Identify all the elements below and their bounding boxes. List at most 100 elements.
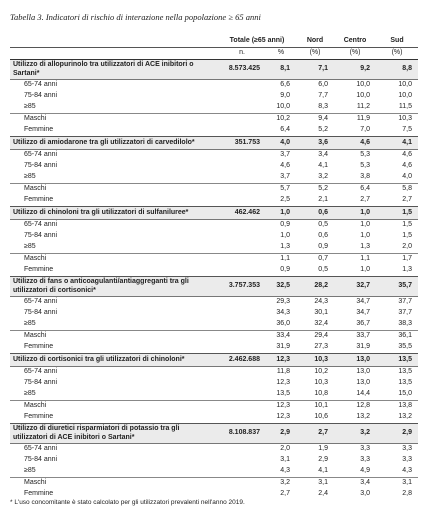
section-row: Utilizzo di cortisonici tra gli utilizza… bbox=[10, 353, 419, 367]
row-label: 65-74 anni bbox=[24, 368, 58, 376]
section-value: 3,6 bbox=[296, 136, 335, 150]
row-value: 2,8 bbox=[402, 490, 413, 498]
row-value: 1,3 bbox=[402, 266, 413, 274]
row-value: 2,0 bbox=[402, 243, 413, 251]
data-table: Totale (≥65 anni) Nord Centro Sud n. % (… bbox=[10, 36, 419, 501]
row-value: 3,3 bbox=[360, 456, 371, 464]
row-value: 0,5 bbox=[318, 266, 329, 274]
row-value: 13,5 bbox=[398, 379, 413, 387]
row-value: 35,5 bbox=[398, 343, 413, 351]
row-value: 4,9 bbox=[360, 467, 371, 475]
section-value: 32,7 bbox=[334, 276, 377, 297]
row-label: 65-74 anni bbox=[24, 151, 58, 159]
row-value: 8,3 bbox=[318, 103, 329, 111]
section-label: Utilizzo di fans o anticoagulanti/antiag… bbox=[10, 276, 218, 297]
sub-row: 65-74 anni 2,0 1,9 3,3 3,3 bbox=[10, 444, 418, 456]
empty-cell bbox=[218, 297, 266, 309]
sub-row: Maschi 5,7 5,2 6,4 5,8 bbox=[10, 183, 419, 195]
row-value: 3,1 bbox=[280, 456, 291, 464]
row-value: 6,4 bbox=[280, 126, 291, 134]
row-value: 1,1 bbox=[334, 253, 377, 265]
header-cell: (%) bbox=[296, 47, 335, 60]
row-label: Femmine bbox=[24, 196, 54, 204]
row-value: 13,5 bbox=[398, 368, 413, 376]
empty-cell bbox=[218, 466, 266, 478]
sub-row: Femmine 0,9 0,5 1,0 1,3 bbox=[10, 265, 418, 277]
empty-cell bbox=[218, 91, 266, 102]
row-value: 32,4 bbox=[314, 320, 329, 328]
empty-cell bbox=[218, 113, 266, 125]
row-value: 3,0 bbox=[360, 490, 371, 498]
row-value: 11,8 bbox=[276, 368, 291, 376]
row-value: 13,2 bbox=[398, 413, 413, 421]
row-value: 4,6 bbox=[402, 162, 413, 170]
row-value: 10,0 bbox=[398, 81, 413, 89]
sub-row: Maschi 33,4 29,4 33,7 36,1 bbox=[10, 330, 419, 342]
row-value: 11,2 bbox=[356, 103, 371, 111]
row-value: 3,3 bbox=[402, 456, 413, 464]
section-value: 3.757.353 bbox=[218, 276, 266, 297]
table-title: Tabella 3. Indicatori di rischio di inte… bbox=[10, 12, 261, 22]
row-value: 0,9 bbox=[318, 243, 329, 251]
row-value: 10,0 bbox=[398, 92, 413, 100]
row-value: 3,2 bbox=[266, 477, 297, 489]
row-value: 1,5 bbox=[402, 232, 413, 240]
sub-row: Maschi 1,1 0,7 1,1 1,7 bbox=[10, 253, 419, 265]
row-value: 6,6 bbox=[280, 81, 291, 89]
row-value: 7,5 bbox=[402, 126, 413, 134]
header-cell bbox=[10, 47, 218, 60]
empty-cell bbox=[218, 367, 266, 379]
row-label: ≥85 bbox=[24, 320, 36, 328]
row-value: 2,9 bbox=[318, 456, 329, 464]
row-value: 3,4 bbox=[334, 477, 377, 489]
empty-cell bbox=[218, 102, 266, 114]
row-value: 13,2 bbox=[356, 413, 371, 421]
row-value: 13,8 bbox=[376, 400, 419, 412]
sub-row: ≥85 1,3 0,9 1,3 2,0 bbox=[10, 242, 418, 254]
row-value: 24,3 bbox=[314, 298, 329, 306]
row-value: 14,4 bbox=[356, 390, 371, 398]
row-value: 11,5 bbox=[398, 103, 413, 111]
section-value: 32,5 bbox=[266, 276, 297, 297]
section-value: 8.108.837 bbox=[218, 423, 266, 444]
row-value: 5,2 bbox=[296, 183, 335, 195]
row-label: 65-74 anni bbox=[24, 81, 58, 89]
row-value: 10,1 bbox=[296, 400, 335, 412]
section-value: 35,7 bbox=[376, 276, 419, 297]
section-value: 8,1 bbox=[266, 59, 297, 80]
row-value: 38,3 bbox=[398, 320, 413, 328]
row-value: 10,2 bbox=[266, 113, 297, 125]
row-value: 4,3 bbox=[280, 467, 291, 475]
sub-row: 75-84 anni 9,0 7,7 10,0 10,0 bbox=[10, 91, 418, 102]
section-value: 13,0 bbox=[334, 353, 377, 367]
header-cell: Sud bbox=[376, 36, 419, 48]
section-row: Utilizzo di fans o anticoagulanti/antiag… bbox=[10, 276, 419, 297]
row-value: 12,3 bbox=[276, 379, 291, 387]
table-header: Totale (≥65 anni) Nord Centro Sud n. % (… bbox=[10, 36, 419, 60]
row-value: 12,3 bbox=[276, 413, 291, 421]
row-value: 5,7 bbox=[266, 183, 297, 195]
section-value: 1,5 bbox=[376, 206, 419, 220]
sub-row: Femmine 2,5 2,1 2,7 2,7 bbox=[10, 195, 418, 207]
row-value: 2,0 bbox=[280, 445, 291, 453]
sub-row: Femmine 2,7 2,4 3,0 2,8 bbox=[10, 489, 418, 500]
row-value: 3,3 bbox=[360, 445, 371, 453]
section-row: Utilizzo di diuretici risparmiatori di p… bbox=[10, 423, 419, 444]
row-value: 10,2 bbox=[314, 368, 329, 376]
empty-cell bbox=[218, 195, 266, 207]
sub-row: 65-74 anni 0,9 0,5 1,0 1,5 bbox=[10, 220, 418, 232]
table-body: Utilizzo di allopurinolo tra utilizzator… bbox=[10, 59, 419, 501]
section-row: Utilizzo di chinoloni tra gli utilizzato… bbox=[10, 206, 419, 220]
row-label: 75-84 anni bbox=[24, 232, 58, 240]
sub-row: Maschi 12,3 10,1 12,8 13,8 bbox=[10, 400, 419, 412]
sub-row: Femmine 12,3 10,6 13,2 13,2 bbox=[10, 412, 418, 424]
section-label: Utilizzo di diuretici risparmiatori di p… bbox=[10, 423, 218, 444]
row-value: 34,3 bbox=[276, 309, 291, 317]
empty-cell bbox=[218, 150, 266, 162]
sub-row: ≥85 4,3 4,1 4,9 4,3 bbox=[10, 466, 418, 478]
header-cell: (%) bbox=[376, 47, 419, 60]
section-value: 4,0 bbox=[266, 136, 297, 150]
row-value: 0,9 bbox=[280, 221, 291, 229]
empty-cell bbox=[218, 220, 266, 232]
empty-cell bbox=[218, 378, 266, 389]
